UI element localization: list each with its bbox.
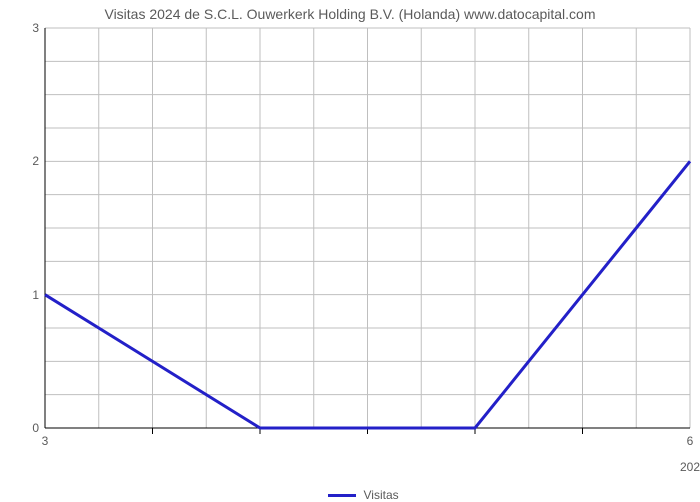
y-tick-label: 0 — [15, 421, 39, 435]
y-tick-label: 1 — [15, 288, 39, 302]
y-tick-label: 2 — [15, 154, 39, 168]
plot-area — [45, 28, 690, 428]
x-tick-label: 6 — [687, 434, 694, 448]
legend-swatch — [328, 494, 356, 497]
x-tick-label: 3 — [42, 434, 49, 448]
chart-title: Visitas 2024 de S.C.L. Ouwerkerk Holding… — [0, 6, 700, 22]
x-sub-label: 202 — [680, 460, 700, 474]
chart-canvas: Visitas 2024 de S.C.L. Ouwerkerk Holding… — [0, 0, 700, 500]
plot-svg — [45, 28, 690, 428]
y-tick-label: 3 — [15, 21, 39, 35]
